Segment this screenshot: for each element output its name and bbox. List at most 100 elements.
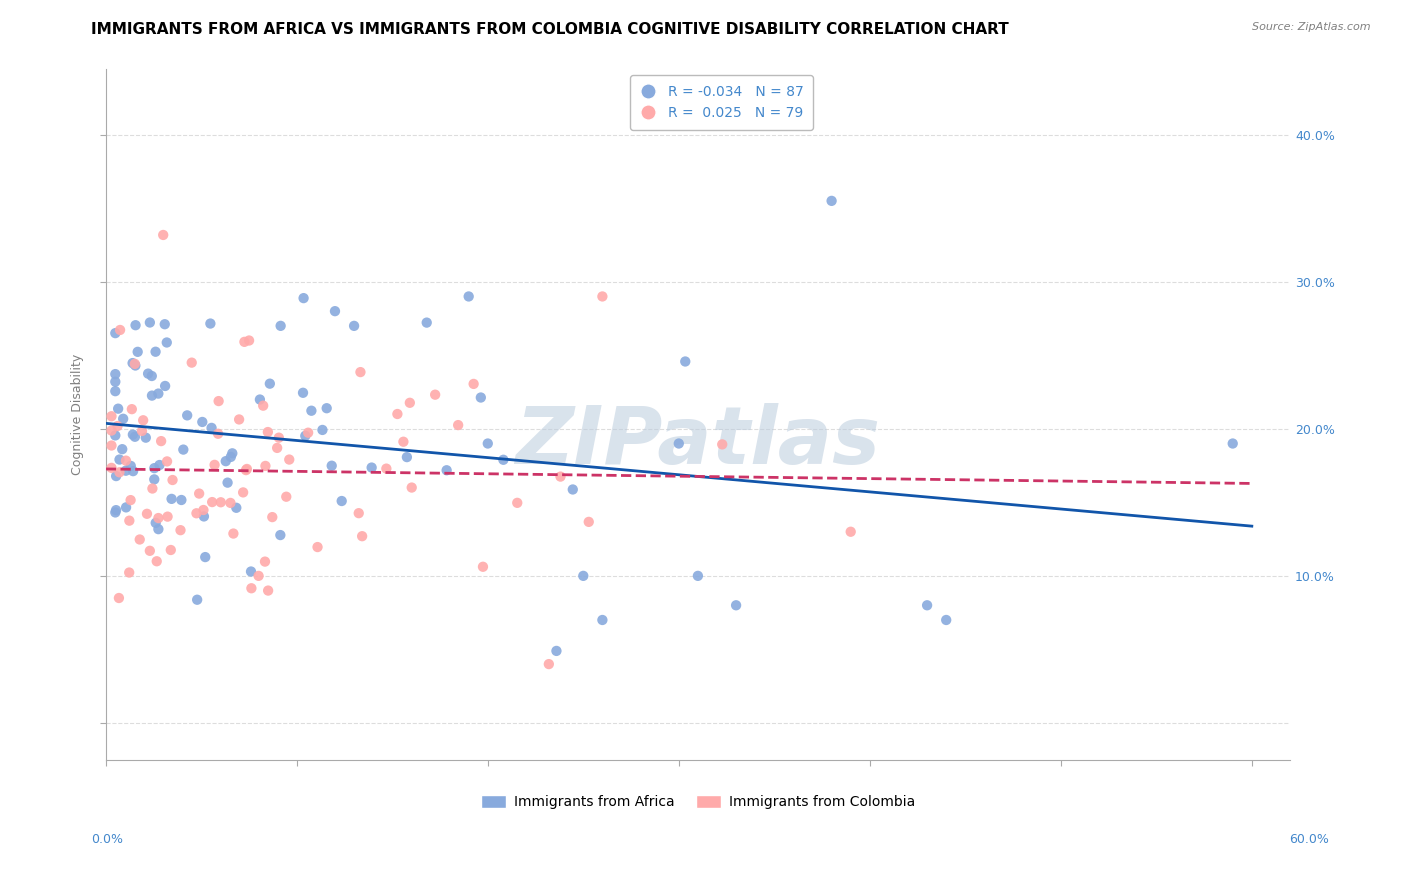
Point (120, 493, 142, 508)
Point (686, 569, 709, 583)
Point (349, 365, 371, 379)
Point (156, 454, 179, 468)
Point (315, 401, 337, 416)
Point (131, 424, 153, 438)
Point (104, 375, 127, 389)
Point (156, 335, 179, 350)
Point (392, 434, 415, 449)
Point (550, 469, 572, 483)
Point (188, 486, 211, 500)
Point (108, 452, 131, 467)
Point (200, 421, 222, 435)
Point (112, 411, 135, 425)
Point (219, 450, 242, 464)
Point (143, 472, 166, 486)
Point (546, 644, 568, 658)
Point (233, 334, 256, 349)
Point (124, 359, 146, 373)
Point (472, 559, 495, 574)
Point (235, 463, 257, 477)
Point (115, 464, 138, 478)
Point (191, 415, 214, 429)
Point (141, 482, 163, 496)
Point (347, 506, 370, 520)
Point (299, 403, 322, 417)
Point (104, 367, 127, 381)
Point (128, 533, 150, 547)
Point (132, 413, 155, 427)
Point (209, 495, 232, 509)
Point (1222, 436, 1244, 450)
Point (152, 227, 174, 242)
Point (193, 509, 215, 524)
Point (297, 425, 319, 440)
Point (330, 494, 353, 508)
Point (118, 566, 141, 580)
Point (141, 389, 163, 403)
Point (470, 391, 492, 405)
Point (139, 316, 162, 330)
Point (215, 454, 238, 468)
Point (145, 344, 167, 359)
Point (176, 409, 198, 423)
Point (447, 418, 470, 433)
Point (387, 407, 409, 421)
Point (127, 344, 149, 359)
Point (148, 522, 170, 536)
Point (270, 318, 292, 333)
Point (506, 496, 529, 510)
Point (839, 524, 862, 539)
Point (311, 423, 333, 437)
Point (578, 515, 600, 529)
Point (111, 442, 134, 457)
Point (360, 460, 382, 475)
Point (207, 394, 229, 409)
Point (711, 437, 734, 451)
Point (673, 354, 696, 368)
Point (668, 436, 690, 450)
Point (219, 496, 242, 510)
Point (100, 461, 122, 475)
Y-axis label: Cognitive Disability: Cognitive Disability (72, 353, 84, 475)
Point (139, 543, 162, 558)
Point (124, 357, 146, 371)
Point (118, 514, 141, 528)
Text: ZIPatlas: ZIPatlas (516, 403, 880, 481)
Point (104, 326, 127, 340)
Point (104, 505, 127, 519)
Point (180, 356, 202, 370)
Point (232, 485, 254, 500)
Point (170, 493, 193, 508)
Point (162, 473, 184, 487)
Point (572, 569, 595, 583)
Point (436, 463, 458, 477)
Point (820, 194, 842, 208)
Point (269, 528, 291, 542)
Point (253, 555, 276, 569)
Point (186, 506, 208, 520)
Point (135, 431, 157, 445)
Point (107, 401, 129, 416)
Point (108, 323, 131, 337)
Point (375, 461, 398, 475)
Point (276, 490, 298, 504)
Point (254, 458, 277, 473)
Point (240, 581, 263, 595)
Point (115, 500, 138, 515)
Text: 0.0%: 0.0% (91, 833, 124, 846)
Text: Source: ZipAtlas.com: Source: ZipAtlas.com (1253, 22, 1371, 32)
Point (221, 446, 243, 460)
Point (591, 289, 613, 303)
Point (159, 543, 181, 558)
Point (108, 465, 131, 479)
Point (121, 402, 143, 417)
Point (104, 428, 127, 442)
Point (141, 369, 163, 384)
Point (200, 317, 222, 331)
Point (105, 469, 128, 483)
Point (935, 613, 957, 627)
Point (207, 426, 229, 441)
Point (267, 431, 290, 445)
Point (352, 529, 374, 543)
Point (725, 599, 748, 613)
